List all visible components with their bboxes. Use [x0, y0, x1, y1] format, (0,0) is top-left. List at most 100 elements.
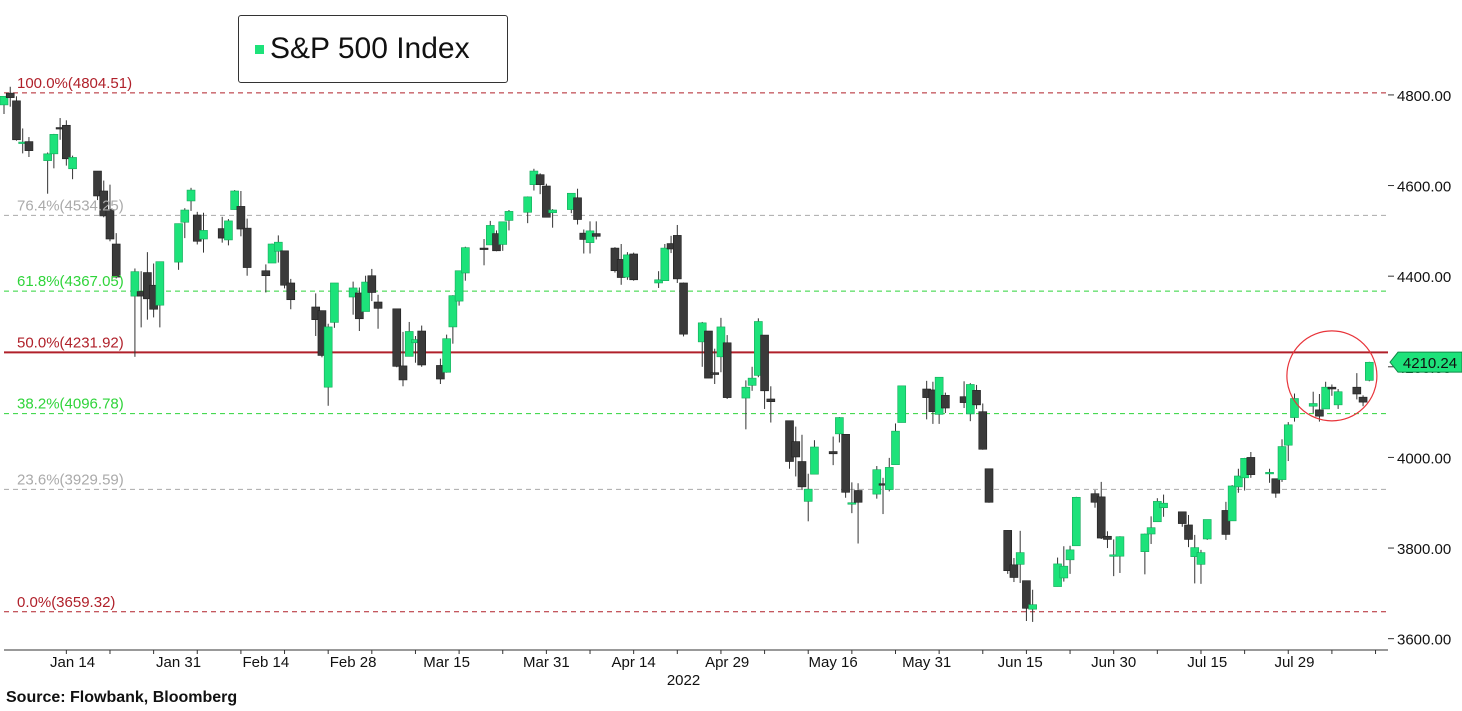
candle-2022-05-13 — [810, 440, 819, 475]
candle-body — [186, 189, 196, 202]
candle-2022-04-01 — [548, 209, 557, 228]
candle-body — [542, 185, 551, 218]
candle-body — [1358, 396, 1368, 403]
candle-2022-04-28 — [716, 317, 726, 373]
candle-2022-04-29 — [722, 335, 732, 399]
candle-body — [710, 372, 720, 375]
candle-2022-03-02 — [361, 275, 370, 312]
candle-body — [1028, 604, 1037, 610]
highlight-circle — [1286, 330, 1378, 422]
candle-2022-04-18 — [654, 271, 663, 288]
candle-body — [722, 342, 732, 398]
candle-body — [1096, 496, 1106, 539]
candle-body — [286, 282, 296, 301]
candle-body — [504, 211, 514, 221]
fib-level-labels: 100.0%(4804.51) 76.4%(4534.25) 61.8%(4367.… — [17, 75, 132, 611]
x-tick-label: Jun 30 — [1091, 654, 1136, 671]
candle-body — [93, 170, 102, 197]
x-tick-label: Jan 14 — [50, 654, 95, 671]
y-tick-label: 4600.00 — [1397, 179, 1451, 196]
candle-body — [810, 446, 819, 475]
candle-body — [1227, 485, 1237, 522]
candle-2022-05-09 — [785, 420, 794, 469]
candle-2022-02-25 — [330, 282, 339, 328]
fib-label-4: 38.2%(4096.78) — [17, 396, 124, 413]
candle-body — [585, 230, 595, 243]
candle-body — [1364, 361, 1374, 381]
candle-2022-07-13 — [1190, 534, 1200, 584]
candle-body — [1009, 564, 1019, 578]
candle-body — [741, 386, 751, 399]
candle-2022-01-11 — [49, 133, 59, 169]
x-tick-label: May 16 — [809, 654, 858, 671]
candle-body — [1103, 535, 1112, 540]
candle-2022-04-22 — [679, 282, 688, 337]
candle-body — [236, 206, 246, 230]
candle-2022-02-18 — [286, 278, 296, 310]
x-tick-label: Apr 29 — [705, 654, 749, 671]
candle-2022-01-19 — [99, 180, 109, 218]
candle-2022-02-01 — [180, 208, 190, 239]
candle-body — [224, 220, 233, 241]
candle-body — [1333, 391, 1343, 406]
y-tick-label: 3600.00 — [1397, 632, 1451, 649]
candle-body — [1202, 519, 1212, 540]
candle-2022-05-12 — [803, 473, 813, 522]
candle-body — [760, 334, 769, 392]
candle-2022-07-26 — [1271, 478, 1281, 498]
candle-2022-01-14 — [68, 155, 77, 180]
candle-2022-07-29 — [1290, 393, 1299, 422]
legend-swatch — [255, 44, 264, 54]
candle-2022-08-08 — [1352, 373, 1362, 400]
candle-body — [261, 270, 271, 277]
candle-2022-07-19 — [1227, 485, 1237, 522]
fib-label-2: 61.8%(4367.05) — [17, 273, 124, 290]
candle-2022-04-21 — [672, 224, 682, 283]
x-tick-label: Mar 31 — [523, 654, 570, 671]
candle-body — [1221, 510, 1231, 535]
candle-2022-03-18 — [461, 246, 470, 281]
candle-body — [972, 390, 981, 406]
x-tick-label: Mar 15 — [423, 654, 470, 671]
candle-2022-07-15 — [1202, 519, 1212, 540]
candle-body — [392, 308, 402, 367]
candle-2022-01-10 — [43, 152, 52, 194]
candle-body — [49, 134, 59, 155]
x-year-label: 2022 — [667, 672, 700, 689]
candle-2022-03-17 — [454, 270, 464, 306]
candle-2022-07-06 — [1146, 516, 1156, 544]
fib-label-0: 100.0%(4804.51) — [17, 75, 132, 92]
candle-body — [1308, 403, 1318, 407]
candle-2022-02-10 — [236, 190, 246, 237]
candle-body — [704, 330, 713, 379]
candles — [0, 86, 1374, 622]
candle-2022-01-18 — [93, 170, 102, 201]
candle-2022-05-10 — [791, 426, 801, 477]
candle-body — [417, 330, 426, 366]
candle-2022-05-23 — [872, 466, 882, 499]
candle-2022-05-20 — [853, 483, 863, 544]
candle-body — [747, 377, 757, 386]
candle-body — [43, 153, 52, 161]
candle-2022-07-01 — [1115, 536, 1125, 573]
last-price-marker: 4210.24 — [1389, 351, 1462, 373]
candle-body — [99, 190, 109, 217]
candle-2022-07-28 — [1283, 422, 1293, 462]
candle-body — [835, 417, 844, 435]
candle-body — [872, 469, 882, 495]
candle-2022-03-31 — [542, 183, 551, 218]
candle-body — [1327, 386, 1337, 390]
candle-body — [1234, 475, 1243, 488]
candle-2022-01-04 — [5, 86, 15, 107]
candle-body — [442, 338, 451, 373]
candle-body — [716, 326, 726, 358]
candle-2022-06-10 — [984, 468, 994, 503]
candle-body — [984, 468, 994, 503]
candle-2022-08-04 — [1327, 384, 1337, 396]
candle-2022-03-07 — [392, 308, 402, 368]
x-tick-label: May 31 — [902, 654, 951, 671]
candle-2022-04-19 — [660, 244, 670, 282]
candle-2022-07-07 — [1153, 498, 1162, 523]
candle-2022-01-31 — [174, 223, 183, 270]
candle-body — [242, 227, 252, 268]
